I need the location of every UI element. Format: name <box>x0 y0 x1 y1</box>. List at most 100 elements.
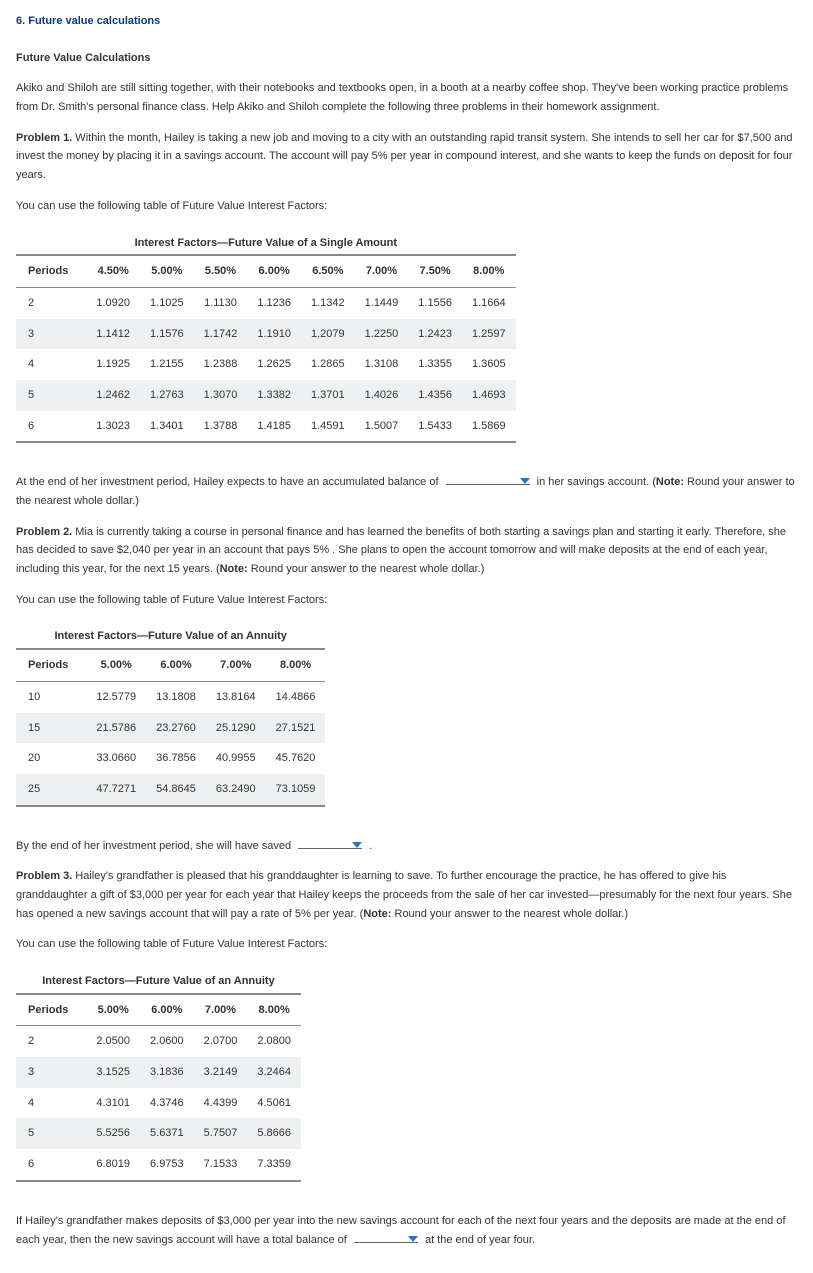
table-cell: 21.5786 <box>86 713 146 744</box>
table-cell: 33.0660 <box>86 743 146 774</box>
table-row: 66.80196.97537.15337.3359 <box>16 1149 301 1181</box>
table-cell: 6 <box>16 411 86 443</box>
table-cell: 1.5007 <box>355 411 409 443</box>
table-row: 2547.727154.864563.249073.1059 <box>16 774 325 806</box>
p2-canuse: You can use the following table of Futur… <box>16 591 797 610</box>
table-col-header: 5.50% <box>194 255 248 287</box>
table-cell: 4 <box>16 349 86 380</box>
table-cell: 1.3605 <box>462 349 516 380</box>
table-cell: 2.0600 <box>140 1026 194 1057</box>
p3-answer-dropdown[interactable] <box>354 1242 418 1243</box>
problem-1-label: Problem 1. <box>16 132 72 144</box>
table-row: 51.24621.27631.30701.33821.37011.40261.4… <box>16 380 516 411</box>
table-cell: 4.3746 <box>140 1088 194 1119</box>
table-cell: 36.7856 <box>146 743 206 774</box>
table-col-header: 5.00% <box>140 255 194 287</box>
table-cell: 25 <box>16 774 86 806</box>
table-col-header: Periods <box>16 255 86 287</box>
table-title: Interest Factors—Future Value of a Singl… <box>16 228 516 256</box>
table-cell: 1.4185 <box>247 411 301 443</box>
table-cell: 1.1236 <box>247 287 301 318</box>
table-cell: 1.0920 <box>86 287 140 318</box>
problem-2-label: Problem 2. <box>16 526 72 538</box>
table-cell: 5.6371 <box>140 1118 194 1149</box>
table-cell: 6.9753 <box>140 1149 194 1181</box>
table-cell: 1.2597 <box>462 319 516 350</box>
table-row: 21.09201.10251.11301.12361.13421.14491.1… <box>16 287 516 318</box>
table-col-header: 8.00% <box>266 649 326 681</box>
table-cell: 1.3355 <box>408 349 462 380</box>
table-col-header: 6.00% <box>140 994 194 1026</box>
table-cell: 7.1533 <box>194 1149 248 1181</box>
p2-note-label: Note: <box>220 563 248 575</box>
table-cell: 4.3101 <box>86 1088 140 1119</box>
table-row: 1012.577913.180813.816414.4866 <box>16 681 325 712</box>
table-cell: 1.1412 <box>86 319 140 350</box>
intro-text: Akiko and Shiloh are still sitting toget… <box>16 79 797 116</box>
table-row: 41.19251.21551.23881.26251.28651.31081.3… <box>16 349 516 380</box>
table-cell: 1.1925 <box>86 349 140 380</box>
table-cell: 1.4356 <box>408 380 462 411</box>
table-col-header: 6.00% <box>146 649 206 681</box>
table-cell: 45.7620 <box>266 743 326 774</box>
table-cell: 47.7271 <box>86 774 146 806</box>
table-cell: 7.3359 <box>247 1149 301 1181</box>
table-cell: 1.2388 <box>194 349 248 380</box>
table-cell: 1.1576 <box>140 319 194 350</box>
table-col-header: 4.50% <box>86 255 140 287</box>
table-cell: 1.3023 <box>86 411 140 443</box>
p2-question: By the end of her investment period, she… <box>16 837 797 856</box>
table-cell: 12.5779 <box>86 681 146 712</box>
table-row: 31.14121.15761.17421.19101.20791.22501.2… <box>16 319 516 350</box>
table-title: Interest Factors—Future Value of an Annu… <box>16 621 325 649</box>
problem-2-text: Problem 2. Mia is currently taking a cou… <box>16 523 797 579</box>
p1-q-after: in her savings account. ( <box>534 476 656 488</box>
p1-note-label: Note: <box>656 476 684 488</box>
table-cell: 1.2250 <box>355 319 409 350</box>
p2-table: Interest Factors—Future Value of an Annu… <box>16 621 325 806</box>
table-row: 1521.578623.276025.129027.1521 <box>16 713 325 744</box>
table-cell: 5 <box>16 380 86 411</box>
table-cell: 1.2155 <box>140 349 194 380</box>
table-title: Interest Factors—Future Value of an Annu… <box>16 966 301 994</box>
table-cell: 2 <box>16 287 86 318</box>
table-col-header: 7.50% <box>408 255 462 287</box>
table-col-header: 6.00% <box>247 255 301 287</box>
table-cell: 2.0800 <box>247 1026 301 1057</box>
p3-q-after: at the end of year four. <box>422 1234 535 1246</box>
table-cell: 3 <box>16 319 86 350</box>
p1-answer-dropdown[interactable] <box>446 484 530 485</box>
p3-question: If Hailey's grandfather makes deposits o… <box>16 1212 797 1249</box>
table-cell: 3.1836 <box>140 1057 194 1088</box>
p3-note-label: Note: <box>363 908 391 920</box>
problem-3-label: Problem 3. <box>16 870 72 882</box>
table-cell: 1.2625 <box>247 349 301 380</box>
table-cell: 1.2462 <box>86 380 140 411</box>
problem-3-text: Problem 3. Hailey's grandfather is pleas… <box>16 867 797 923</box>
table-cell: 5.8666 <box>247 1118 301 1149</box>
table-cell: 40.9955 <box>206 743 266 774</box>
table-cell: 2.0500 <box>86 1026 140 1057</box>
table-cell: 6 <box>16 1149 86 1181</box>
table-cell: 54.8645 <box>146 774 206 806</box>
table-cell: 14.4866 <box>266 681 326 712</box>
table-cell: 3.1525 <box>86 1057 140 1088</box>
table-cell: 10 <box>16 681 86 712</box>
table-cell: 1.3108 <box>355 349 409 380</box>
table-col-header: Periods <box>16 994 86 1026</box>
table-row: 55.52565.63715.75075.8666 <box>16 1118 301 1149</box>
table-col-header: 5.00% <box>86 994 140 1026</box>
table-cell: 25.1290 <box>206 713 266 744</box>
table-cell: 23.2760 <box>146 713 206 744</box>
table-col-header: 7.00% <box>206 649 266 681</box>
table-cell: 1.3788 <box>194 411 248 443</box>
chevron-down-icon <box>352 842 362 848</box>
table-row: 61.30231.34011.37881.41851.45911.50071.5… <box>16 411 516 443</box>
table-cell: 1.1342 <box>301 287 355 318</box>
table-cell: 1.2865 <box>301 349 355 380</box>
table-cell: 1.5433 <box>408 411 462 443</box>
table-cell: 3.2149 <box>194 1057 248 1088</box>
table-cell: 1.5869 <box>462 411 516 443</box>
p2-answer-dropdown[interactable] <box>298 848 362 849</box>
table-cell: 15 <box>16 713 86 744</box>
